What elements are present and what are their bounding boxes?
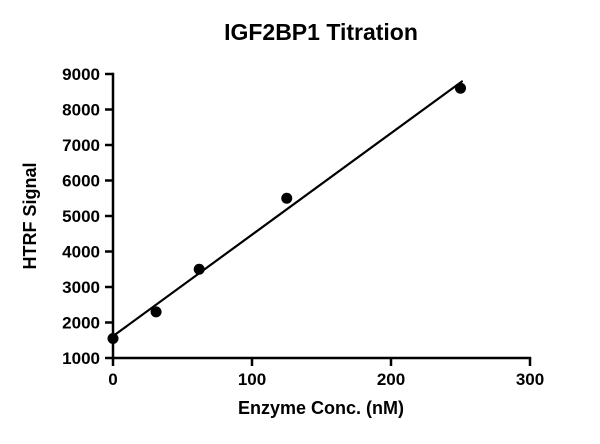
x-tick-label: 300 — [516, 370, 544, 389]
x-tick-label: 200 — [377, 370, 405, 389]
plot-area: 1000 2000 3000 4000 5000 6000 7000 8000 9000 0 100… — [62, 65, 544, 389]
fit-line — [111, 80, 463, 338]
data-point — [107, 332, 119, 344]
data-point — [150, 306, 162, 318]
x-tick-label: 100 — [238, 370, 266, 389]
y-tick-label: 8000 — [62, 100, 100, 119]
y-tick-label: 4000 — [62, 242, 100, 261]
y-tick-label: 5000 — [62, 207, 100, 226]
y-tick-label: 2000 — [62, 313, 100, 332]
y-tick-label: 3000 — [62, 278, 100, 297]
chart-title: IGF2BP1 Titration — [224, 19, 418, 45]
data-point — [281, 192, 293, 204]
y-tick-label: 6000 — [62, 171, 100, 190]
y-tick-label: 7000 — [62, 136, 100, 155]
x-axis-title: Enzyme Conc. (nM) — [238, 398, 404, 418]
y-tick-label: 1000 — [62, 349, 100, 368]
x-tick-label: 0 — [108, 370, 117, 389]
y-axis-title: HTRF Signal — [20, 163, 40, 270]
data-point — [193, 263, 205, 275]
y-tick-label: 9000 — [62, 65, 100, 84]
data-point — [455, 82, 466, 94]
